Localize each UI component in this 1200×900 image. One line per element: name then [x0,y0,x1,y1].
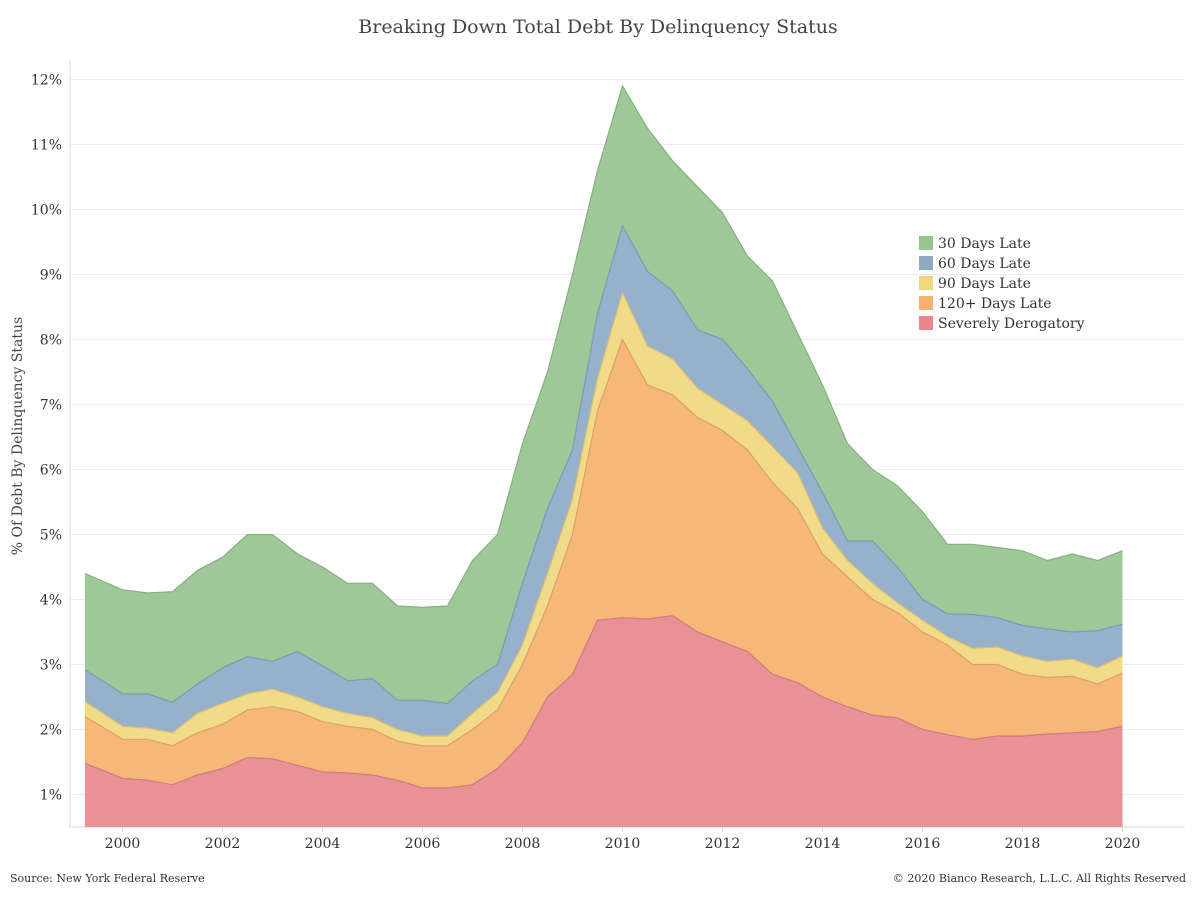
legend-swatch [919,316,933,330]
y-axis-label: % Of Debt By Delinquency Status [10,317,26,555]
area-severely-derogatory [85,615,1123,827]
x-tick-label: 2000 [105,836,141,852]
legend-label: 90 Days Late [938,276,1031,292]
legend-swatch [919,276,933,290]
y-tick-label: 5% [40,528,62,544]
y-tick-label: 11% [31,138,62,154]
series-line [84,338,1123,747]
y-tick-label: 12% [31,73,62,89]
legend-swatch [919,296,933,310]
series-line [84,224,1123,705]
x-tick-label: 2004 [305,836,341,852]
series-line [84,291,1123,737]
legend-label: 30 Days Late [938,236,1031,252]
area-layer [84,84,1123,827]
y-axis: 1% 2% 3% 4% 5% 6% 7% 8% 9% 10% 11% 12% [31,73,62,804]
source-note: Source: New York Federal Reserve [10,872,205,885]
legend-label: Severely Derogatory [938,316,1085,332]
y-tick-label: 8% [40,333,62,349]
y-tick-label: 3% [40,658,62,674]
copyright-note: © 2020 Bianco Research, L.L.C. All Right… [893,872,1186,885]
x-tick-label: 2016 [905,836,941,852]
x-tick-label: 2002 [205,836,241,852]
y-tick-label: 7% [40,398,62,414]
y-tick-label: 6% [40,463,62,479]
x-tick-label: 2010 [605,836,641,852]
area-60-days-late [85,225,1123,737]
legend-label: 120+ Days Late [938,296,1052,312]
y-tick-label: 9% [40,268,62,284]
x-tick-label: 2008 [505,836,541,852]
y-tick-label: 4% [40,593,62,609]
x-tick-label: 2018 [1005,836,1041,852]
chart-title: Breaking Down Total Debt By Delinquency … [358,16,837,38]
legend-swatch [919,236,933,250]
x-tick-label: 2020 [1105,836,1141,852]
x-tick-label: 2006 [405,836,441,852]
legend-label: 60 Days Late [938,256,1031,272]
x-tick-label: 2014 [805,836,841,852]
legend: 30 Days Late 60 Days Late 90 Days Late 120+… [919,236,1085,332]
y-tick-label: 2% [40,723,62,739]
area-90-days-late [85,292,1123,746]
y-tick-label: 1% [40,788,62,804]
area-120-days-late [85,339,1123,788]
area-30-days-late [85,86,1123,704]
series-line [84,84,1123,608]
series-line [84,615,1123,789]
x-axis: 2000 2002 2004 2006 2008 2010 2012 2014 2016 2018… [105,827,1141,852]
x-tick-label: 2012 [705,836,741,852]
legend-swatch [919,256,933,270]
y-tick-label: 10% [31,203,62,219]
